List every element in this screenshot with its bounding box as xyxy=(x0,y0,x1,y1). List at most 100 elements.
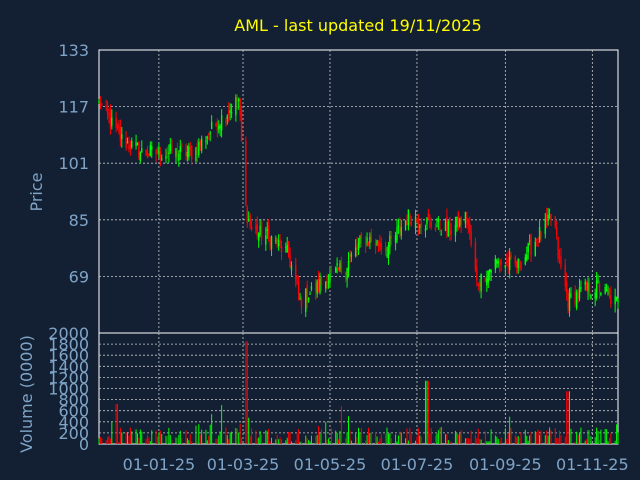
candle-body xyxy=(249,215,251,227)
candle-body xyxy=(399,225,401,233)
candle-body xyxy=(439,220,441,230)
candle-body xyxy=(267,225,270,236)
candle-body xyxy=(196,143,199,155)
candle-body xyxy=(158,146,160,154)
candle-body xyxy=(119,126,122,142)
candle-body xyxy=(229,110,231,113)
candle-body xyxy=(165,155,167,159)
price-panel: 133 117 101 85 69 Price xyxy=(27,41,619,334)
candle-body xyxy=(141,148,143,153)
price-tick-label: 85 xyxy=(69,211,89,230)
candle-body xyxy=(200,138,203,151)
candle-body xyxy=(138,141,140,158)
price-axis-label: Price xyxy=(27,172,46,211)
candle-body xyxy=(615,297,618,301)
candle-body xyxy=(116,125,119,128)
candle-body xyxy=(245,140,247,206)
candle-body xyxy=(374,242,377,246)
candle-body xyxy=(325,281,327,289)
candle-body xyxy=(608,288,611,294)
candle-body xyxy=(155,150,157,155)
price-tick-label: 101 xyxy=(58,154,89,173)
candle-body xyxy=(230,112,233,114)
candle-body xyxy=(259,225,261,235)
candle-body xyxy=(547,214,549,219)
candle-body xyxy=(510,254,512,258)
candle-body xyxy=(220,115,223,131)
candle-body xyxy=(260,220,263,240)
candle-body xyxy=(578,286,581,299)
candle-body xyxy=(446,216,448,232)
candle-body xyxy=(409,214,411,220)
candle-body xyxy=(376,240,378,245)
candle-body xyxy=(558,256,561,258)
price-candles xyxy=(98,94,619,317)
candle-body xyxy=(364,243,367,245)
candle-body xyxy=(269,240,271,247)
volume-tick-label: 1000 xyxy=(48,380,89,399)
candle-body xyxy=(356,245,358,249)
price-tick-label: 69 xyxy=(69,267,89,286)
candle-body xyxy=(198,142,200,156)
candle-body xyxy=(239,98,241,116)
candle-body xyxy=(199,141,201,146)
candle-body xyxy=(607,292,609,294)
candle-body xyxy=(404,220,407,230)
candle-body xyxy=(429,219,431,221)
candle-body xyxy=(507,257,509,268)
candle-body xyxy=(250,226,253,231)
candle-body xyxy=(537,241,539,243)
candle-body xyxy=(159,151,162,159)
candle-body xyxy=(490,269,492,273)
candle-body xyxy=(181,143,183,147)
candle-body xyxy=(350,253,353,257)
candle-body xyxy=(171,140,173,154)
volume-tick-label: 800 xyxy=(58,391,89,410)
x-tick-label: 01-11-25 xyxy=(556,455,629,474)
candle-body xyxy=(330,270,333,272)
candle-body xyxy=(454,225,457,236)
candle-body xyxy=(295,265,297,281)
candle-body xyxy=(565,281,568,294)
candle-body xyxy=(488,269,491,273)
candle-body xyxy=(504,264,507,269)
candle-body xyxy=(275,240,277,242)
candle-body xyxy=(209,132,211,134)
candle-body xyxy=(367,241,370,245)
candle-body xyxy=(477,283,479,286)
candle-body xyxy=(178,153,180,161)
candle-body xyxy=(359,236,361,245)
candle-body xyxy=(508,256,511,270)
candle-body xyxy=(580,287,582,289)
candle-body xyxy=(414,216,417,229)
candle-body xyxy=(567,293,569,309)
candle-body xyxy=(131,140,133,148)
candle-body xyxy=(125,138,127,148)
candle-body xyxy=(420,222,422,228)
candle-body xyxy=(459,218,461,227)
candle-body xyxy=(389,235,391,248)
candle-body xyxy=(98,100,100,104)
candle-body xyxy=(595,280,598,298)
candle-body xyxy=(449,218,451,235)
candle-body xyxy=(610,294,612,304)
candle-body xyxy=(555,227,558,236)
candle-body xyxy=(377,240,380,247)
candle-body xyxy=(470,231,472,245)
candle-body xyxy=(557,237,559,259)
candle-body xyxy=(497,261,499,264)
candle-body xyxy=(296,282,298,284)
x-tick-label: 01-07-25 xyxy=(381,455,454,474)
candle-body xyxy=(310,286,313,290)
candle-body xyxy=(334,267,337,273)
candle-body xyxy=(136,143,139,145)
candle-body xyxy=(305,288,307,312)
candle-body xyxy=(106,106,109,115)
candle-body xyxy=(340,261,343,273)
candle-body xyxy=(498,259,501,266)
candle-body xyxy=(238,98,240,102)
volume-tick-label: 2000 xyxy=(48,324,89,343)
candle-body xyxy=(357,243,360,250)
candle-body xyxy=(240,112,243,142)
